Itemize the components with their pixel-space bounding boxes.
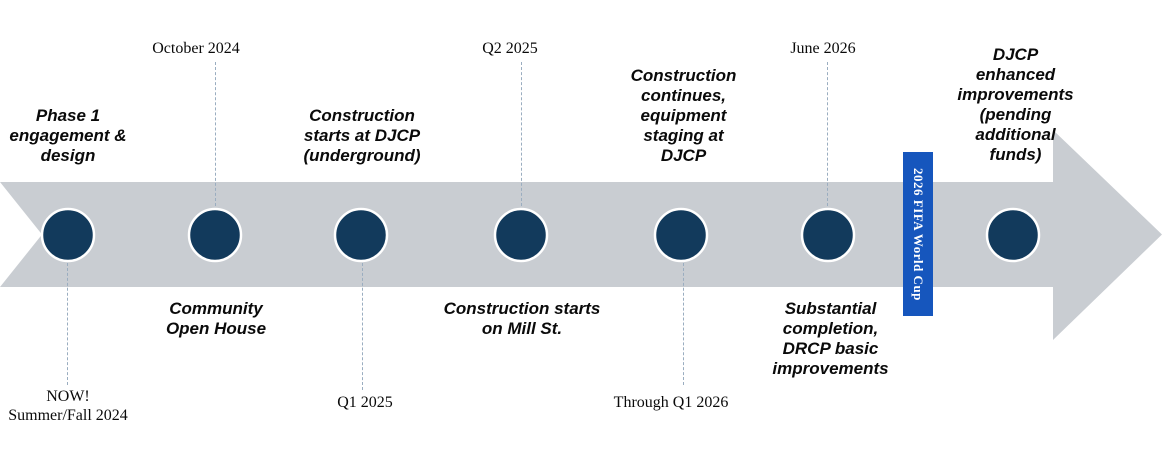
- event-label-completion: Substantial completion, DRCP basic impro…: [772, 299, 889, 378]
- fifa-world-cup-banner: 2026 FIFA World Cup: [903, 152, 933, 316]
- date-label-october-2024: October 2024: [152, 40, 240, 57]
- event-label-enhanced: DJCP enhanced improvements (pending addi…: [957, 45, 1074, 164]
- milestone-dot-2: [187, 207, 243, 263]
- milestone-dot-7: [985, 207, 1041, 263]
- event-label-open-house: Community Open House: [165, 299, 267, 338]
- milestone-dot-3: [333, 207, 389, 263]
- connector-line-3: [362, 263, 363, 390]
- date-label-through-q1-2026: Through Q1 2026: [613, 394, 729, 411]
- milestone-dot-1: [40, 207, 96, 263]
- milestone-dot-5: [653, 207, 709, 263]
- timeline-arrow-shape: [0, 130, 1162, 340]
- milestone-dot-6: [800, 207, 856, 263]
- date-label-q2-2025: Q2 2025: [482, 40, 538, 57]
- event-label-mill-st: Construction starts on Mill St.: [443, 299, 601, 338]
- event-label-phase1: Phase 1 engagement & design: [9, 106, 127, 165]
- connector-line-1: [67, 263, 68, 385]
- connector-line-6: [827, 62, 828, 206]
- connector-line-2: [215, 62, 216, 206]
- date-label-june-2026: June 2026: [790, 40, 856, 57]
- date-label-now: NOW! Summer/Fall 2024: [8, 388, 128, 424]
- fifa-world-cup-banner-label: 2026 FIFA World Cup: [911, 167, 926, 301]
- event-label-djcp-start: Construction starts at DJCP (underground…: [303, 106, 421, 165]
- event-label-staging: Construction continues, equipment stagin…: [630, 66, 737, 165]
- milestone-dot-4: [493, 207, 549, 263]
- connector-line-5: [683, 263, 684, 385]
- date-label-q1-2025: Q1 2025: [337, 394, 393, 411]
- connector-line-4: [521, 62, 522, 206]
